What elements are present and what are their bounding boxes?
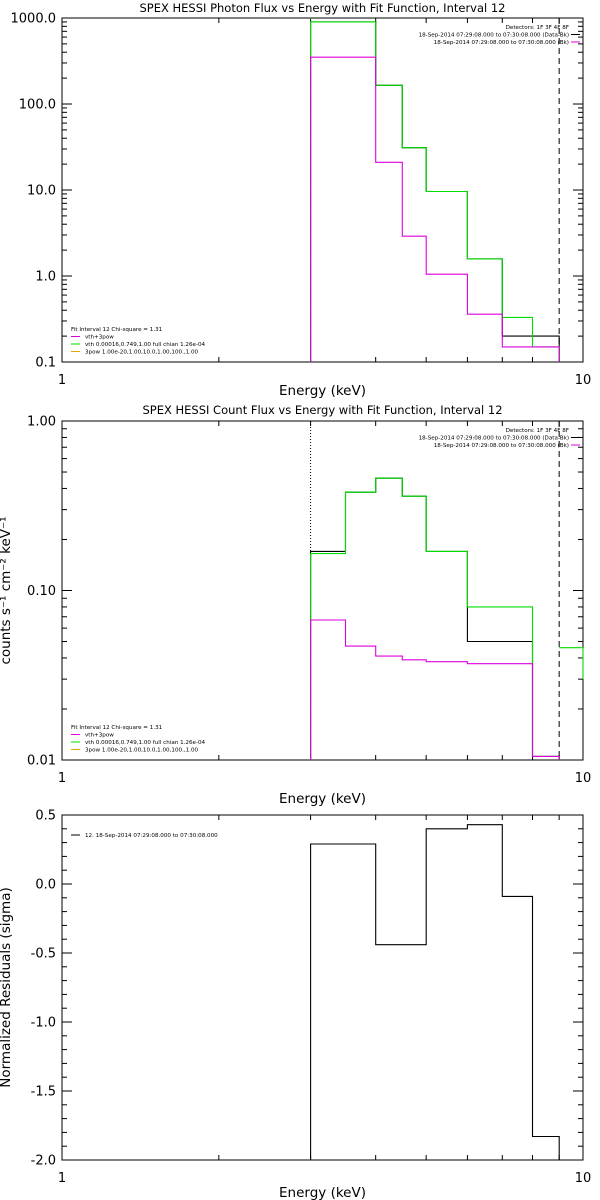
chart-title: SPEX HESSI Count Flux vs Energy with Fit… — [142, 403, 502, 417]
legend-right-line: 18-Sep-2014 07:29:08.000 to 07:30:08.000… — [419, 436, 569, 442]
legend-left-item: vth+3pow — [85, 733, 114, 739]
y-tick-label: 0.10 — [27, 584, 56, 599]
legend-left-item: 3pow 1.00e-20,1.00,10.0,1.00,100.,1.00 — [85, 350, 199, 356]
plot-frame — [61, 814, 584, 1161]
x-tick-label: 10 — [575, 771, 592, 786]
chart-panel-1: SPEX HESSI Photon Flux vs Energy with Fi… — [11, 1, 592, 399]
series-line-1 — [310, 824, 560, 1160]
plot-frame — [61, 17, 584, 363]
legend-right-line: Detectors: 1F 3F 4F 8F — [506, 428, 569, 434]
y-tick-label: -1.5 — [31, 1085, 56, 1100]
legend-right-line: 18-Sep-2014 07:29:08.000 to 07:30:08.000… — [419, 33, 569, 39]
y-tick-label: -0.5 — [31, 947, 56, 962]
y-tick-label: 1.0 — [35, 270, 56, 285]
chart-title: SPEX HESSI Photon Flux vs Energy with Fi… — [139, 1, 505, 15]
legend-left-header: Fit Interval 12 Chi-square = 1.31 — [71, 725, 163, 731]
y-tick-label: 100.0 — [19, 98, 56, 113]
series-line-2 — [310, 477, 560, 760]
plot-frame — [61, 420, 584, 761]
legend-right-line: 18-Sep-2014 07:29:08.000 to 07:30:08.000… — [434, 40, 569, 46]
legend-left-item: 3pow 1.00e-20,1.00,10.0,1.00,100.,1.00 — [85, 748, 199, 754]
series-line-3 — [310, 619, 560, 760]
x-tick-label: 10 — [575, 373, 592, 388]
chart-panel-2: SPEX HESSI Count Flux vs Energy with Fit… — [0, 403, 591, 807]
legend-left-header: Fit Interval 12 Chi-square = 1.31 — [71, 327, 163, 333]
y-tick-label: 1000.0 — [11, 12, 57, 27]
legend-left-item: vth 0.00016,0.749,1.00 full chian 1.26e-… — [85, 740, 206, 746]
y-tick-label: 0.0 — [35, 878, 56, 893]
y-tick-label: -2.0 — [31, 1154, 56, 1169]
legend-right-line: Detectors: 1F 3F 4F 8F — [506, 25, 569, 31]
y-tick-label: 0.1 — [35, 356, 56, 371]
y-tick-label: 0.01 — [27, 754, 56, 769]
x-tick-label: 1 — [58, 1171, 66, 1186]
legend-left-item: vth+3pow — [85, 335, 114, 341]
x-tick-label: 1 — [58, 771, 66, 786]
x-axis-label: Energy (keV) — [279, 1185, 366, 1200]
y-axis-label: Normalized Residuals (sigma) — [0, 887, 14, 1088]
y-axis-label: counts s⁻¹ cm⁻² keV⁻¹ — [0, 516, 14, 664]
y-tick-label: 1.00 — [27, 415, 56, 430]
x-axis-label: Energy (keV) — [279, 383, 366, 399]
legend-right-line: 18-Sep-2014 07:29:08.000 to 07:30:08.000… — [434, 443, 569, 449]
series-line-1 — [310, 477, 560, 760]
y-tick-label: 10.0 — [27, 184, 56, 199]
series-line-3 — [310, 56, 560, 362]
legend-left-item: vth 0.00016,0.749,1.00 full chian 1.26e-… — [85, 342, 206, 348]
legend-left-item: 12. 18-Sep-2014 07:29:08.000 to 07:30:08… — [85, 833, 218, 839]
x-axis-label: Energy (keV) — [279, 791, 366, 807]
y-tick-label: 0.5 — [35, 809, 56, 824]
chart-panel-3: 1 10 0.5 0.0 -0.5 -1.0 -1.5 -2.0 Energy (keV) Nor… — [0, 809, 591, 1200]
x-tick-label: 10 — [575, 1171, 592, 1186]
x-tick-label: 1 — [58, 373, 66, 388]
y-tick-label: -1.0 — [31, 1016, 56, 1031]
series-line-2 — [310, 21, 560, 362]
